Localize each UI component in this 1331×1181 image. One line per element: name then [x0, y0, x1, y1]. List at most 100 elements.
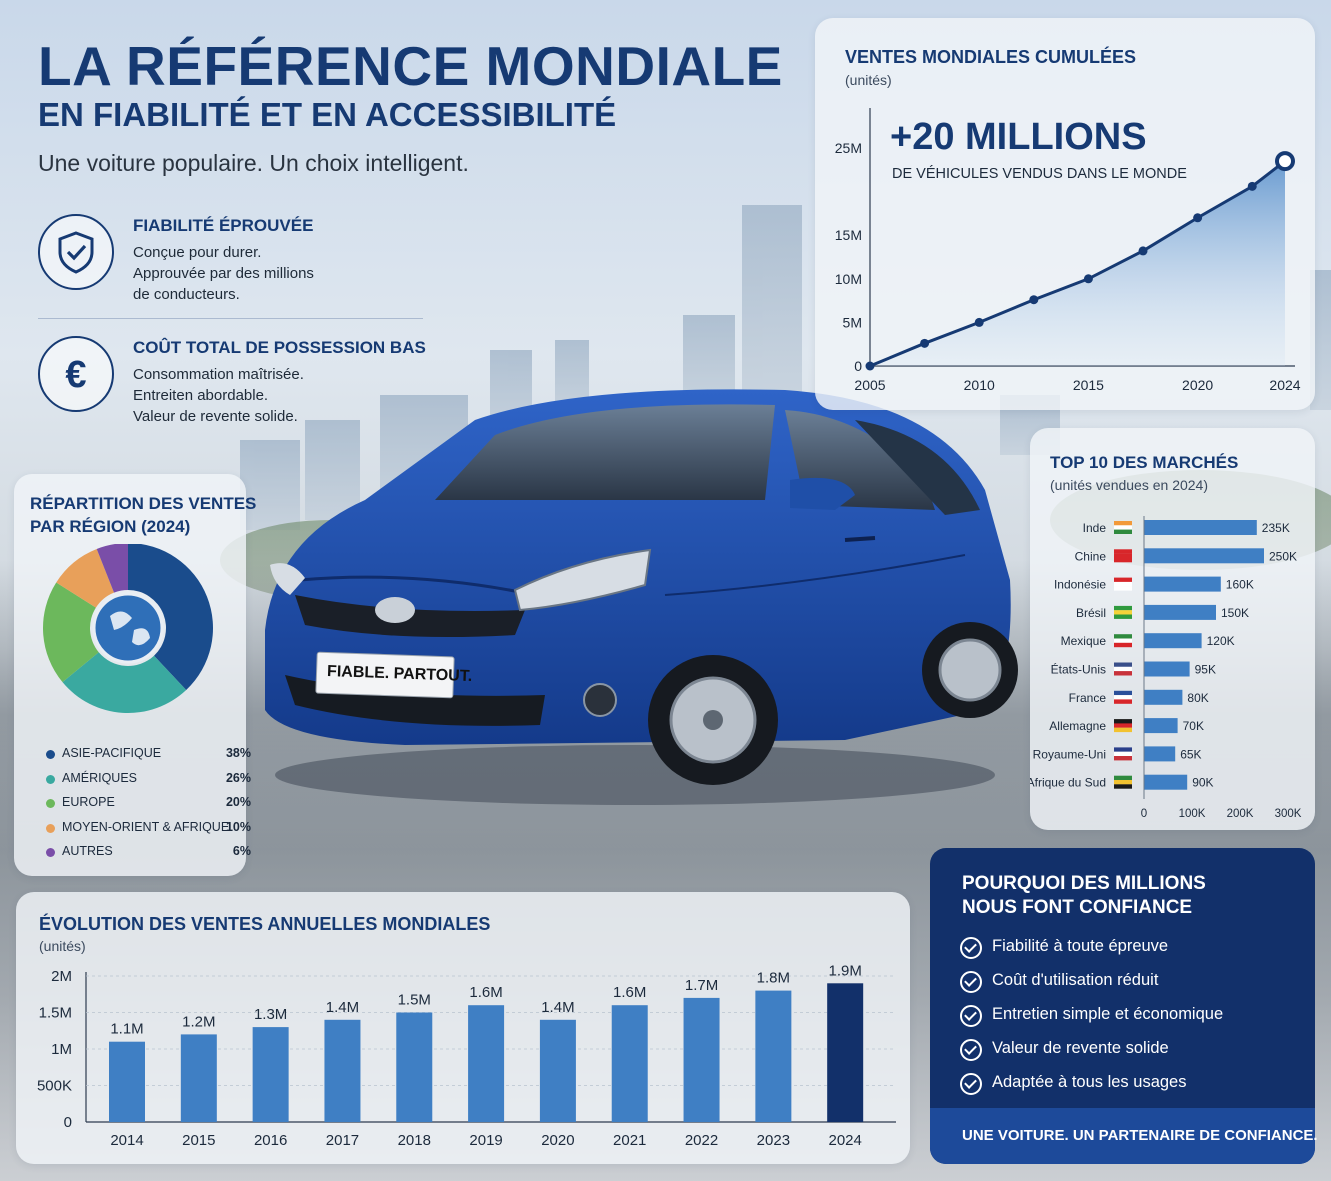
check-circle-icon [960, 1039, 982, 1061]
legend-item: AUTRES 6% [46, 843, 251, 863]
why-footer-text: UNE VOITURE. UN PARTENAIRE DE CONFIANCE. [962, 1127, 1318, 1144]
y-tick-label: 15M [835, 227, 862, 243]
x-tick-label: 2015 [182, 1132, 215, 1149]
data-point [1083, 274, 1093, 284]
flag-india-icon [1114, 521, 1132, 534]
bar [1144, 604, 1216, 620]
legend-swatch [46, 799, 55, 808]
flag-stripe [1114, 699, 1132, 704]
bar [180, 1034, 217, 1122]
flag-stripe [1114, 751, 1132, 757]
bar [324, 1019, 361, 1122]
chart-unit: (unités vendues en 2024) [1050, 477, 1208, 493]
flag-stripe [1114, 775, 1132, 781]
bar-value-label: 150K [1221, 606, 1249, 620]
shield-check-icon [38, 214, 114, 290]
license-plate-text: FIABLE. PARTOUT. [326, 662, 473, 686]
check-circle-icon [960, 1073, 982, 1095]
legend-item: EUROPE 20% [46, 794, 251, 814]
bar [1144, 689, 1183, 705]
check-circle-icon [960, 971, 982, 993]
category-label: Royaume-Uni [1033, 747, 1106, 761]
bar-value-label: 1.4M [541, 999, 574, 1016]
x-tick-label: 2020 [541, 1132, 574, 1149]
flag-stripe [1114, 557, 1132, 563]
flag-stripe [1114, 586, 1132, 591]
y-tick-label: 500K [37, 1078, 72, 1095]
category-label: Mexique [1061, 634, 1107, 648]
bar-value-label: 1.3M [254, 1006, 287, 1023]
bar [755, 990, 792, 1122]
why-item: Fiabilité à toute épreuve [960, 936, 1290, 960]
flag-brazil-icon [1114, 605, 1132, 619]
category-label: Brésil [1076, 606, 1106, 620]
chart-unit: (unités) [39, 938, 86, 954]
feature-title: COÛT TOTAL DE POSSESSION BAS [133, 338, 426, 357]
category-label: Afrique du Sud [1030, 776, 1106, 790]
x-tick-label: 2014 [110, 1132, 143, 1149]
category-label: Indonésie [1054, 578, 1106, 592]
tagline: Une voiture populaire. Un choix intellig… [38, 150, 469, 176]
x-tick-label: 2017 [326, 1132, 359, 1149]
data-point [1138, 246, 1148, 256]
flag-stripe [1114, 610, 1132, 615]
x-tick-label: 300K [1275, 808, 1302, 820]
car-illustration [265, 389, 1018, 805]
flag-stripe [1114, 662, 1132, 667]
why-trust-panel: POURQUOI DES MILLIONS NOUS FONT CONFIANC… [930, 848, 1318, 1164]
x-tick-label: 2015 [1073, 377, 1104, 393]
data-point [865, 361, 875, 371]
legend-label: MOYEN-ORIENT & AFRIQUE [62, 819, 230, 834]
category-label: États-Unis [1051, 662, 1106, 677]
bar-value-label: 95K [1195, 663, 1216, 677]
bar [396, 1012, 433, 1122]
x-tick-label: 2016 [254, 1132, 287, 1149]
pie-slice [43, 582, 99, 683]
legend-label: AMÉRIQUES [62, 770, 138, 785]
flag-usa-icon [1114, 662, 1132, 676]
bar [1144, 633, 1202, 649]
bar-value-label: 1.6M [613, 984, 646, 1001]
legend-item: MOYEN-ORIENT & AFRIQUE 10% [46, 819, 251, 839]
flag-stripe [1114, 529, 1132, 534]
flag-south-africa-icon [1114, 775, 1132, 789]
flag-stripe [1114, 638, 1132, 643]
bar-value-label: 80K [1187, 691, 1208, 705]
headline-caption: DE VÉHICULES VENDUS DANS LE MONDE [892, 166, 1187, 182]
feature-line: Entreiten abordable. [133, 387, 269, 404]
flag-stripe [1114, 671, 1132, 676]
x-tick-label: 2018 [398, 1132, 431, 1149]
flag-stripe [1114, 642, 1132, 648]
bar [1144, 548, 1264, 564]
y-tick-label: 2M [51, 968, 72, 985]
pie-slice [62, 652, 187, 713]
flag-france-icon [1114, 690, 1132, 704]
why-title: POURQUOI DES MILLIONS NOUS FONT CONFIANC… [962, 872, 1206, 920]
why-item-label: Fiabilité à toute épreuve [992, 937, 1169, 955]
data-point [1029, 295, 1039, 305]
bar [252, 1027, 289, 1122]
y-tick-label: 0 [64, 1114, 72, 1131]
x-tick-label: 2021 [613, 1132, 646, 1149]
legend-value: 6% [232, 844, 251, 858]
feature-line: de conducteurs. [133, 286, 240, 303]
flag-stripe [1114, 666, 1132, 672]
region-pie-panel: RÉPARTITION DES VENTES PAR RÉGION (2024)… [14, 474, 256, 876]
why-item: Adaptée à tous les usages [960, 1072, 1290, 1096]
flag-germany-icon [1114, 719, 1132, 733]
license-plate: FIABLE. PARTOUT. [315, 651, 472, 699]
flag-stripe [1114, 756, 1132, 761]
cumulative-area [870, 161, 1285, 366]
flag-stripe [1114, 577, 1132, 582]
data-point [1193, 213, 1203, 223]
pie-slice [96, 544, 128, 593]
bar-value-label: 1.7M [685, 977, 718, 994]
x-tick-label: 100K [1179, 808, 1206, 820]
x-tick-label: 2005 [854, 377, 885, 393]
bar [109, 1041, 145, 1122]
top-markets-panel: TOP 10 DES MARCHÉS (unités vendues en 20… [1030, 428, 1315, 830]
legend-swatch [46, 848, 55, 857]
bar-value-label: 90K [1192, 776, 1213, 790]
bar [1144, 661, 1190, 677]
flag-stripe [1114, 581, 1132, 587]
